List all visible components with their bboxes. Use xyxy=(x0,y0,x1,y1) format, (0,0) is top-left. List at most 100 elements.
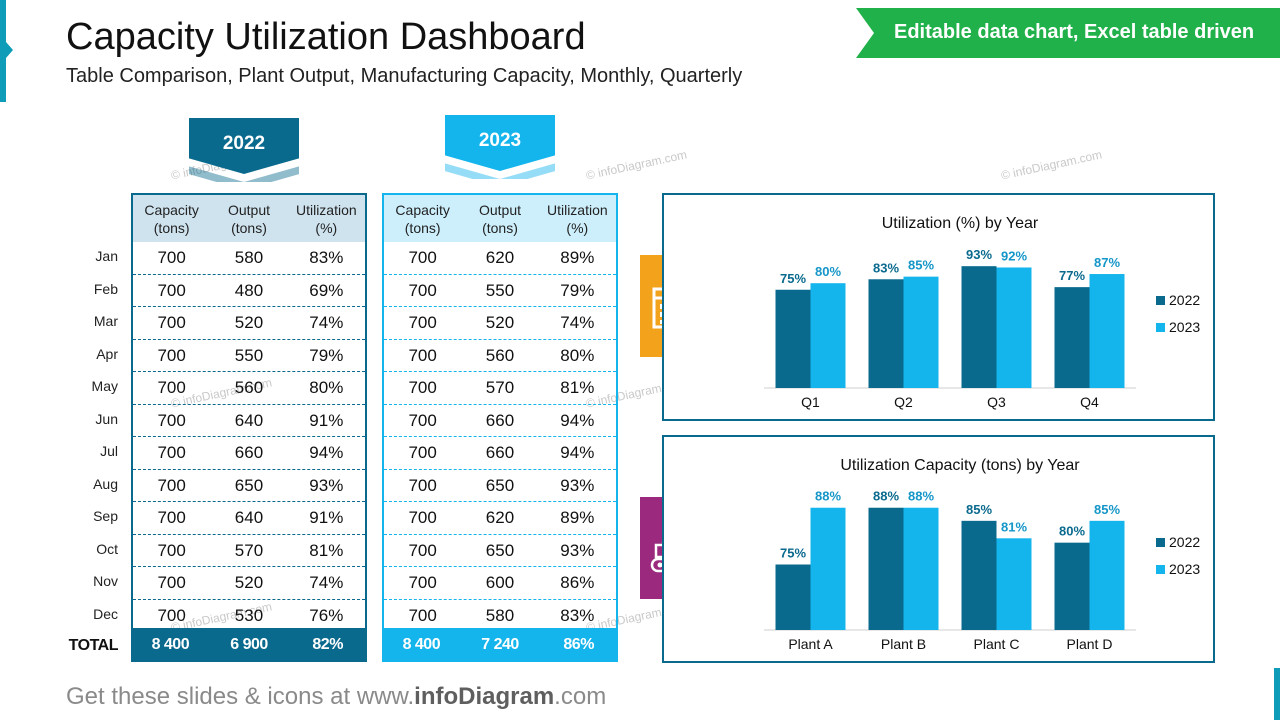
table-cell: 700 xyxy=(408,280,437,300)
month-label: Dec xyxy=(93,605,118,622)
table-cell: 640 xyxy=(234,508,264,527)
data-label: 80% xyxy=(815,264,841,279)
column-header: Utilization (%) xyxy=(288,195,365,242)
table-cell: 69% xyxy=(309,280,344,300)
table-cell: 570 xyxy=(234,540,264,560)
table-cell: 93% xyxy=(560,475,595,495)
table-cell: 660 xyxy=(485,443,515,462)
table-row: 700 640 91% xyxy=(133,405,365,437)
month-label: Jun xyxy=(95,410,118,427)
table-cell: 520 xyxy=(234,573,264,592)
table-cell: 580 xyxy=(234,248,264,267)
table-cell: 560 xyxy=(485,345,515,365)
table-cell: 83% xyxy=(560,605,595,625)
bar xyxy=(810,507,846,630)
table-cell: 74% xyxy=(309,573,344,592)
bar xyxy=(810,283,846,388)
table-row: 700 600 86% xyxy=(384,567,616,600)
data-label: 87% xyxy=(1094,255,1120,270)
table-row: 700 570 81% xyxy=(384,372,616,405)
table-cell: 700 xyxy=(408,378,437,397)
bar xyxy=(775,289,811,388)
table-cell: 700 xyxy=(157,508,186,527)
left-accent-bar xyxy=(0,0,13,102)
table-cell: 550 xyxy=(485,280,515,300)
table-cell: 79% xyxy=(560,280,595,300)
column-header-line: (tons) xyxy=(231,220,267,236)
table-cell: 700 xyxy=(157,345,186,365)
data-label: 83% xyxy=(873,260,899,275)
bar xyxy=(903,507,939,630)
column-header-line: (tons) xyxy=(404,220,441,236)
data-label: 75% xyxy=(780,546,806,561)
table-cell: 74% xyxy=(560,313,595,332)
chart-title: Utilization (%) by Year xyxy=(882,215,1039,232)
table-row: 700 520 74% xyxy=(133,307,365,340)
table-cell: 86% xyxy=(560,573,595,592)
category-label: Plant A xyxy=(788,636,833,652)
table-cell: 580 xyxy=(485,605,515,625)
table-cell: 700 xyxy=(157,573,186,592)
table-cell: 700 xyxy=(408,345,437,365)
page-subtitle: Table Comparison, Plant Output, Manufact… xyxy=(66,65,743,87)
table-cell: 650 xyxy=(234,475,264,495)
month-label: Mar xyxy=(93,313,118,329)
table-header: Capacity (tons) Output (tons) Utilization (%) xyxy=(133,195,365,242)
column-header-line: Utilization xyxy=(546,202,608,218)
month-label: Apr xyxy=(96,345,118,362)
year-tag-label: 2023 xyxy=(478,130,522,151)
table-cell: 700 xyxy=(157,248,186,267)
month-label: Jan xyxy=(95,248,118,264)
table-row: 700 660 94% xyxy=(133,437,365,470)
table-row: 700 650 93% xyxy=(133,470,365,502)
table-cell: 700 xyxy=(408,475,437,495)
column-header: Output (tons) xyxy=(461,195,538,242)
bar xyxy=(961,266,997,388)
table-cell: 600 xyxy=(485,573,515,592)
column-header-line: Output xyxy=(478,202,521,218)
table-cell: 74% xyxy=(309,313,344,332)
column-header-line: Utilization xyxy=(295,202,357,218)
chart-svg: Utilization (%) by Year 75% 80% Q1 83% 85% Q2 9… xyxy=(764,215,1200,410)
total-row: 8 400 7 240 86% xyxy=(382,628,618,662)
table-cell: 81% xyxy=(309,540,344,560)
table-cell: 93% xyxy=(309,475,344,495)
table-cell: 700 xyxy=(408,443,437,462)
data-label: 88% xyxy=(908,489,934,504)
right-accent-bar xyxy=(1274,668,1280,720)
total-cell: 7 240 xyxy=(481,636,519,653)
column-header-line: (%) xyxy=(315,220,338,236)
table-cell: 81% xyxy=(560,378,595,397)
total-cell: 86% xyxy=(563,636,594,653)
banner-text: Editable data chart, Excel table driven xyxy=(894,21,1255,43)
table-cell: 700 xyxy=(408,605,437,625)
footer-suffix: .com xyxy=(554,683,607,710)
data-label: 92% xyxy=(1001,248,1027,263)
table-cell: 700 xyxy=(408,248,437,267)
column-header: Utilization (%) xyxy=(539,195,616,242)
table-cell: 700 xyxy=(157,475,186,495)
table-cell: 640 xyxy=(234,410,264,430)
table-row: 700 560 80% xyxy=(384,340,616,372)
plant-utilization-chart: Utilization Capacity (tons) by Year 75% 88… xyxy=(662,435,1215,663)
table-row: 700 650 93% xyxy=(384,535,616,567)
month-label: Oct xyxy=(96,540,118,557)
table-cell: 520 xyxy=(485,313,515,332)
table-row: 700 520 74% xyxy=(133,567,365,600)
table-cell: 650 xyxy=(485,540,515,560)
footer-brand: infoDiagram xyxy=(414,683,555,710)
table-row: 700 570 81% xyxy=(133,535,365,567)
total-cell: 6 900 xyxy=(230,636,268,653)
data-label: 81% xyxy=(1001,519,1027,534)
category-label: Plant B xyxy=(881,636,926,652)
table-cell: 530 xyxy=(234,605,264,625)
column-header: Capacity (tons) xyxy=(384,195,461,242)
legend-label: 2022 xyxy=(1169,292,1200,308)
table-cell: 620 xyxy=(485,508,515,527)
footer: Get these slides & icons at www.infoDiag… xyxy=(66,683,606,711)
table-cell: 79% xyxy=(309,345,344,365)
column-header-line: Capacity xyxy=(395,202,450,218)
watermark: © infoDiagram.com xyxy=(584,147,689,183)
column-header-line: (tons) xyxy=(482,220,518,236)
table-cell: 660 xyxy=(485,410,515,430)
